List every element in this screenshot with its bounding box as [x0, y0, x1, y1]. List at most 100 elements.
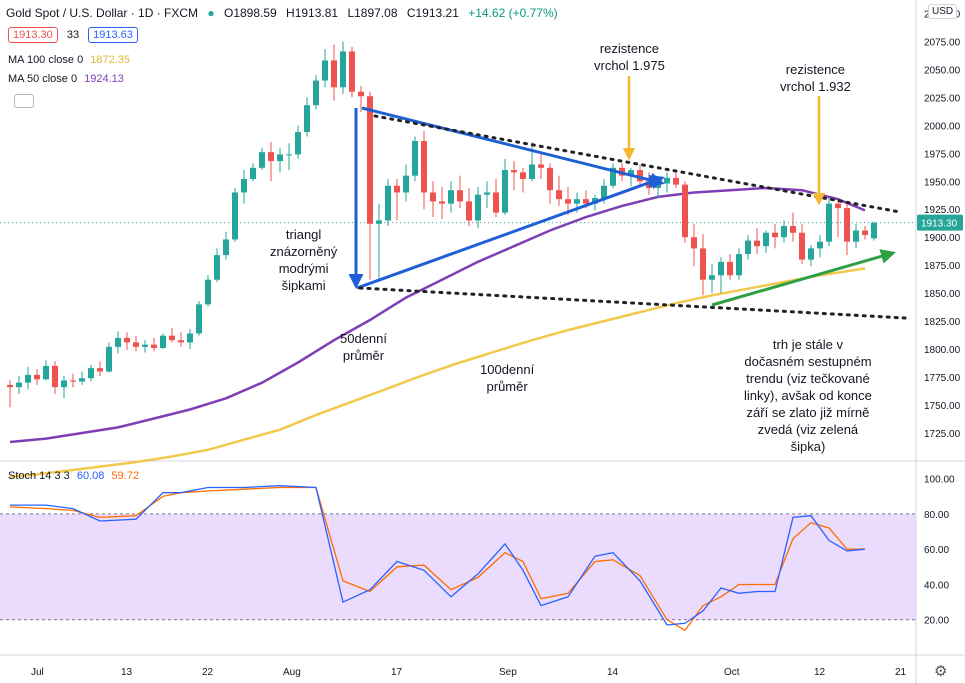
annotation-line: 50denní [340, 331, 387, 346]
candle-body [664, 177, 670, 184]
y-tick-label: 1725.00 [924, 429, 961, 440]
ma100-value: 1872.35 [90, 54, 131, 66]
sell-price-button[interactable]: 1913.30 [8, 27, 58, 43]
candle-body [754, 240, 760, 247]
x-tick-label: 13 [121, 667, 133, 678]
y-tick-label: 1950.00 [924, 177, 961, 188]
annotation-line: září se zlato již mírně [746, 405, 870, 420]
stoch-band [0, 513, 916, 620]
candle-body [772, 232, 778, 238]
symbol-title[interactable]: Gold Spot / U.S. Dollar · 1D · FXCM [6, 6, 199, 20]
candle-body [259, 152, 265, 168]
candle-body [421, 140, 427, 193]
candle-body [133, 342, 139, 347]
ma50-legend[interactable]: MA 50 close 0 1924.13 [8, 73, 124, 85]
y-tick-label: 2050.00 [924, 65, 961, 76]
buy-price-button[interactable]: 1913.63 [88, 27, 138, 43]
annotation-line: trendu (viz tečkované [746, 371, 870, 386]
stoch-label: Stoch 14 3 3 [8, 470, 70, 482]
annotation-line: rezistence [785, 62, 846, 77]
candle-body [574, 199, 580, 204]
triangle-upper-arrow [361, 106, 665, 188]
collapse-legend-icon[interactable] [14, 94, 34, 108]
y-tick-label: 2000.00 [924, 121, 961, 132]
candle-body [358, 91, 364, 97]
candle-body [691, 237, 697, 249]
annotation-line: šipkami [281, 278, 326, 293]
candle-body [601, 185, 607, 199]
candle-body [610, 167, 616, 186]
candle-body [61, 380, 67, 388]
annotation-resistance-2: rezistence vrchol 1.932 [780, 61, 851, 95]
candle-body [655, 183, 661, 188]
x-tick-label: 22 [202, 667, 214, 678]
candle-body [106, 346, 112, 372]
candle-body [205, 279, 211, 305]
ma100-legend[interactable]: MA 100 close 0 1872.35 [8, 54, 130, 66]
candle-body [637, 170, 643, 182]
candle-body [538, 164, 544, 168]
candle-body [745, 240, 751, 254]
candle-body [547, 167, 553, 191]
candle-body [88, 368, 94, 379]
candle-body [430, 192, 436, 202]
candle-body [727, 261, 733, 276]
candle-body [835, 203, 841, 209]
candle-body [196, 304, 202, 334]
candle-body [178, 340, 184, 343]
candle-body [241, 179, 247, 193]
price-badge [917, 214, 963, 231]
candle-body [862, 230, 868, 235]
annotation-ma100: 100denní průměr [480, 361, 534, 395]
gear-icon[interactable]: ⚙ [934, 663, 948, 680]
candle-body [790, 226, 796, 233]
currency-label[interactable]: USD [928, 4, 958, 19]
ohlc-low: L1897.08 [347, 6, 398, 20]
y-tick-label: 1900.00 [924, 233, 961, 244]
annotation-line: linky), avšak od konce [744, 388, 872, 403]
candle-body [295, 132, 301, 155]
candle-body [502, 170, 508, 213]
annotation-line: modrými [278, 261, 329, 276]
candle-body [277, 154, 283, 162]
annotation-line: rezistence [599, 41, 660, 56]
candle-body [529, 164, 535, 180]
candle-body [439, 201, 445, 204]
candle-body [844, 208, 850, 242]
stoch-y-tick-label: 80.00 [924, 510, 949, 521]
candle-body [412, 140, 418, 176]
candle-body [376, 220, 382, 224]
stoch-legend[interactable]: Stoch 14 3 3 60.08 59.72 [8, 470, 139, 482]
x-tick-label: 17 [391, 667, 403, 678]
ohlc-high: H1913.81 [286, 6, 339, 20]
downtrend-lower-dotted-line [358, 286, 907, 320]
candle-body [808, 248, 814, 260]
candle-body [331, 60, 337, 88]
candle-body [70, 380, 76, 382]
ohlc-open: O1898.59 [223, 6, 277, 20]
x-tick-label: 12 [814, 667, 826, 678]
candle-body [394, 185, 400, 193]
candle-body [367, 96, 373, 224]
candle-body [565, 199, 571, 204]
annotation-triangle: triangl znázorněný modrými šipkami [270, 226, 337, 294]
candle-body [43, 365, 49, 380]
annotation-line: 100denní [480, 362, 535, 377]
candle-body [817, 241, 823, 249]
candle-body [169, 335, 175, 341]
stoch-d-value: 59.72 [111, 470, 139, 482]
candle-body [52, 365, 58, 388]
candle-body [871, 222, 877, 239]
candle-body [826, 203, 832, 242]
candle-body [448, 190, 454, 204]
x-tick-label: 14 [607, 667, 619, 678]
x-tick-label: Aug [283, 667, 301, 678]
candle-body [322, 60, 328, 81]
candle-body [493, 192, 499, 213]
candle-body [34, 374, 40, 380]
ma50-label: MA 50 close 0 [8, 73, 78, 85]
stoch-y-tick-label: 100.00 [924, 475, 955, 486]
candle-body [286, 154, 292, 156]
annotation-line: znázorněný [270, 244, 338, 259]
